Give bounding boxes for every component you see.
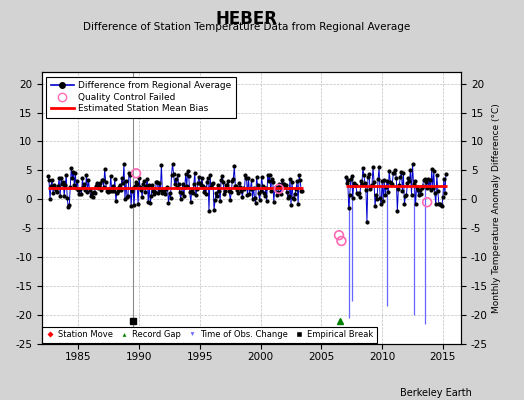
Point — [335, 232, 343, 238]
Text: HEBER: HEBER — [215, 10, 277, 28]
Legend: Station Move, Record Gap, Time of Obs. Change, Empirical Break: Station Move, Record Gap, Time of Obs. C… — [42, 327, 377, 342]
Point — [423, 199, 431, 206]
Point — [132, 170, 140, 176]
Point — [337, 238, 346, 244]
Y-axis label: Monthly Temperature Anomaly Difference (°C): Monthly Temperature Anomaly Difference (… — [492, 103, 501, 313]
Point — [275, 186, 283, 192]
Text: Berkeley Earth: Berkeley Earth — [400, 388, 472, 398]
Text: Difference of Station Temperature Data from Regional Average: Difference of Station Temperature Data f… — [83, 22, 410, 32]
